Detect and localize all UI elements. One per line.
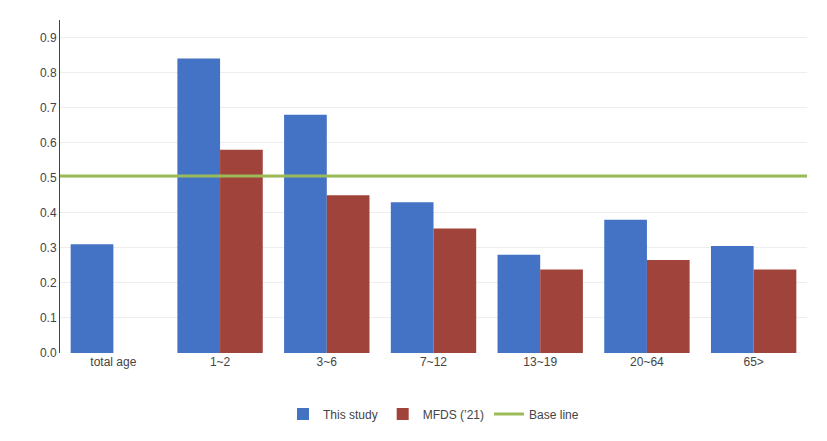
svg-text:3~6: 3~6 — [317, 355, 338, 369]
svg-text:13~19: 13~19 — [523, 355, 557, 369]
svg-text:0.5: 0.5 — [40, 171, 57, 185]
svg-text:This study: This study — [323, 408, 378, 422]
svg-text:total age: total age — [90, 355, 136, 369]
svg-text:7~12: 7~12 — [420, 355, 447, 369]
svg-text:0.1: 0.1 — [40, 311, 57, 325]
svg-text:Base line: Base line — [529, 408, 579, 422]
svg-text:MFDS (’21): MFDS (’21) — [423, 408, 484, 422]
svg-text:0.0: 0.0 — [40, 346, 57, 360]
svg-text:0.4: 0.4 — [40, 206, 57, 220]
svg-text:0.2: 0.2 — [40, 276, 57, 290]
svg-text:0.8: 0.8 — [40, 66, 57, 80]
svg-text:20~64: 20~64 — [630, 355, 664, 369]
svg-text:0.6: 0.6 — [40, 136, 57, 150]
svg-text:65>: 65> — [743, 355, 763, 369]
svg-text:1~2: 1~2 — [210, 355, 231, 369]
svg-text:0.9: 0.9 — [40, 31, 57, 45]
svg-text:0.7: 0.7 — [40, 101, 57, 115]
svg-text:0.3: 0.3 — [40, 241, 57, 255]
